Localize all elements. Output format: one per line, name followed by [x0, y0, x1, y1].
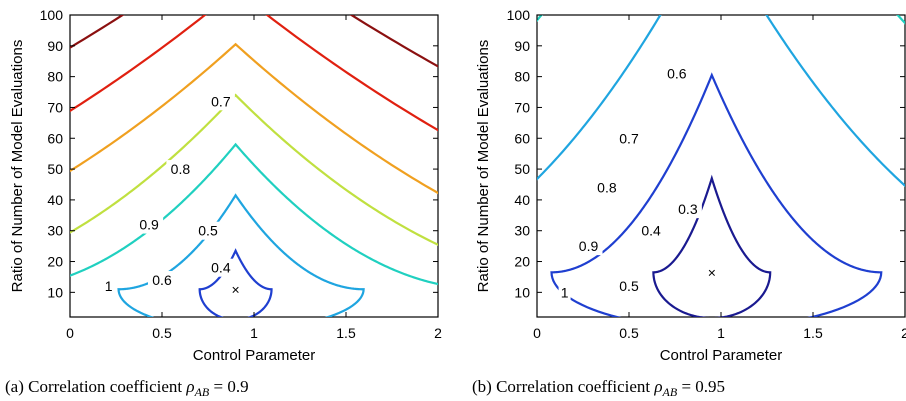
- contour-label-gap: [135, 215, 164, 234]
- y-tick-label: 40: [514, 192, 530, 208]
- contour-line-0.6: [70, 142, 438, 286]
- x-axis-label: Control Parameter: [660, 347, 783, 364]
- x-tick-label: 0: [66, 325, 74, 341]
- y-tick-label: 10: [514, 284, 530, 300]
- contour-line-0.8: [0, 0, 906, 367]
- contour-label-gap: [662, 64, 691, 83]
- contour-label-1: 1: [561, 284, 569, 300]
- contour-label-gap: [637, 221, 666, 240]
- y-tick-label: 70: [47, 99, 63, 115]
- y-tick-label: 100: [507, 7, 531, 23]
- y-tick-label: 20: [514, 254, 530, 270]
- contour-line-1: [0, 0, 906, 386]
- y-tick-label: 10: [47, 284, 63, 300]
- contour-label-0.7: 0.7: [211, 93, 231, 109]
- x-tick-label: 2: [434, 325, 442, 341]
- x-tick-label: 1: [717, 325, 725, 341]
- contour-label-0.7: 0.7: [619, 130, 639, 146]
- y-tick-label: 80: [47, 69, 63, 85]
- contour-label-0.8: 0.8: [171, 161, 191, 177]
- contour-label-0.4: 0.4: [211, 260, 231, 276]
- y-tick-label: 50: [514, 161, 530, 177]
- contour-label-gap: [102, 277, 115, 296]
- contour-label-0.6: 0.6: [667, 66, 687, 82]
- x-tick-label: 2: [901, 325, 906, 341]
- y-tick-label: 80: [514, 69, 530, 85]
- contour-line-0.7: [0, 0, 906, 357]
- contour-label-0.6: 0.6: [152, 272, 172, 288]
- x-tick-label: 0: [533, 325, 541, 341]
- y-tick-label: 30: [514, 223, 530, 239]
- contour-line-0.8: [70, 42, 438, 195]
- contour-label-gap: [592, 178, 621, 197]
- contour-line-0.3: [652, 174, 772, 317]
- y-tick-label: 70: [514, 99, 530, 115]
- y-axis-label: Ratio of Number of Model Evaluations: [9, 40, 26, 293]
- contour-lines: [0, 0, 906, 386]
- x-tick-label: 0.5: [619, 325, 639, 341]
- contour-label-gap: [206, 92, 235, 111]
- contour-label-1: 1: [105, 278, 113, 294]
- y-tick-label: 100: [40, 7, 64, 23]
- contour-label-gap: [615, 129, 643, 148]
- contour-label-0.8: 0.8: [597, 180, 617, 196]
- contour-line-0.5: [537, 15, 905, 188]
- contour-label-0.9: 0.9: [139, 217, 159, 233]
- contour-label-gap: [194, 221, 222, 240]
- y-axis-label: Ratio of Number of Model Evaluations: [475, 40, 492, 293]
- x-tick-label: 1.5: [336, 325, 356, 341]
- minimum-marker: ×: [232, 281, 240, 297]
- x-axis-label: Control Parameter: [193, 347, 316, 364]
- contour-line-1: [70, 15, 438, 68]
- contour-label-gap: [206, 258, 235, 277]
- contour-label-0.3: 0.3: [678, 201, 698, 217]
- y-tick-label: 90: [514, 38, 530, 54]
- contour-line-0.4: [198, 248, 273, 317]
- contour-label-gap: [615, 277, 643, 296]
- x-tick-label: 1: [250, 325, 258, 341]
- contour-label-gap: [148, 271, 176, 290]
- y-tick-label: 90: [47, 38, 63, 54]
- contour-label-gap: [166, 160, 195, 179]
- y-tick-label: 20: [47, 254, 63, 270]
- y-tick-label: 60: [514, 130, 530, 146]
- y-tick-label: 60: [47, 130, 63, 146]
- contour-label-gap: [673, 200, 702, 219]
- contour-label-0.9: 0.9: [579, 238, 599, 254]
- y-tick-label: 50: [47, 161, 63, 177]
- contour-line-0.4: [550, 72, 883, 317]
- x-tick-label: 0.5: [152, 325, 172, 341]
- contour-label-gap: [558, 283, 571, 302]
- y-tick-label: 30: [47, 223, 63, 239]
- contour-label-gap: [574, 237, 603, 256]
- x-tick-label: 1.5: [803, 325, 823, 341]
- contour-line-0.9: [70, 15, 438, 132]
- minimum-marker: ×: [708, 264, 716, 280]
- contour-line-0.7: [70, 93, 438, 246]
- contour-label-0.5: 0.5: [619, 278, 639, 294]
- plot-frame: [536, 14, 906, 318]
- y-tick-label: 40: [47, 192, 63, 208]
- contour-label-0.5: 0.5: [198, 223, 218, 239]
- contour-label-0.4: 0.4: [641, 223, 661, 239]
- panel-caption: (a) Correlation coefficient ρAB = 0.9: [5, 377, 249, 399]
- panel-caption: (b) Correlation coefficient ρAB = 0.95: [472, 377, 725, 399]
